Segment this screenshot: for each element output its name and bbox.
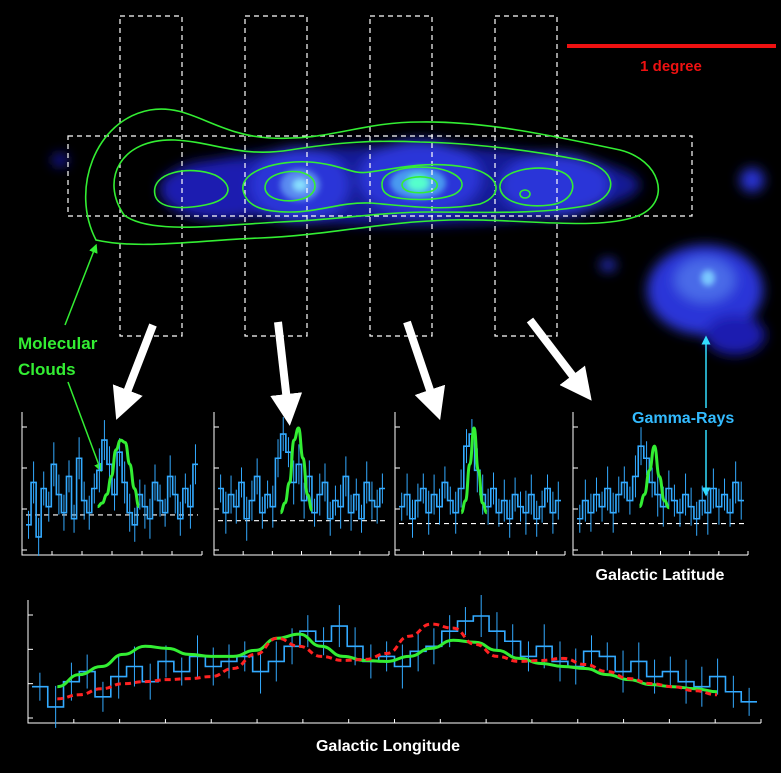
contour-inner-center-long [242, 160, 497, 213]
molecular-arrow-down [67, 381, 103, 473]
gamma-ray-histogram [218, 433, 385, 520]
latitude-slice-box-2 [244, 15, 308, 337]
contour-mid [113, 139, 612, 228]
molecular-arrow-up [64, 243, 98, 326]
arrow-slice-2 [270, 321, 303, 426]
contour-core-west [264, 170, 316, 202]
contour-outer [84, 108, 660, 246]
longitude-panel [27, 595, 762, 728]
molecular-cloud-profile [279, 426, 314, 515]
gamma-emission-blob-east [500, 153, 610, 217]
contour-east-core [519, 189, 531, 199]
analysis-regions [67, 15, 693, 337]
gamma-ray-histogram [26, 439, 198, 538]
latitude-panel-3 [394, 412, 566, 556]
gamma-rays-label: Gamma-Rays [632, 410, 734, 427]
gamma-emission-spot-small-3 [52, 154, 68, 166]
scale-bar-line [567, 44, 776, 48]
latitude-panel-2 [213, 412, 390, 556]
arrow-slice-3 [403, 320, 446, 421]
model-profile [57, 622, 718, 701]
contour-core-center-inner [401, 176, 439, 194]
molecular-cloud-profile [57, 632, 718, 694]
latitude-slice-box-1 [119, 15, 183, 337]
contour-inner-west-ring [153, 169, 229, 209]
molecular-cloud-contours [84, 108, 660, 246]
gamma-emission-spot-small-1 [600, 259, 616, 271]
contour-east-ring [499, 167, 574, 207]
latitude-slice-box-3 [369, 15, 433, 337]
galactic-longitude-label: Galactic Longitude [316, 738, 460, 755]
gamma-peak-west [293, 179, 307, 191]
contour-core-center [381, 166, 463, 201]
gamma-peak-center [407, 175, 429, 191]
molecular-cloud-profile [460, 426, 488, 515]
latitude-panel-1 [21, 412, 203, 556]
arrow-slice-4 [526, 317, 592, 401]
gamma-ray-histogram [577, 445, 744, 520]
arrow-slice-1 [112, 323, 157, 420]
scale-bar-label: 1 degree [640, 58, 702, 75]
latitude-panel-4 [572, 412, 749, 556]
galactic-latitude-label: Galactic Latitude [596, 567, 725, 584]
gamma-ray-map [52, 140, 765, 355]
molecular-clouds-label-line2: Clouds [18, 360, 76, 379]
gamma-emission-tail-right [705, 315, 765, 355]
gamma-peak-right-source [701, 270, 715, 286]
molecular-clouds-label-line1: Molecular [18, 334, 98, 353]
latitude-slice-box-4 [494, 15, 558, 337]
gamma-emission-spot-small-2 [740, 168, 764, 192]
molecular-cloud-profile [638, 444, 670, 510]
slice-arrows [112, 317, 592, 426]
longitude-strip-box [67, 135, 693, 217]
scale-bar: 1 degree [567, 44, 776, 75]
molecular-cloud-profile [97, 438, 141, 509]
annotations: Molecular Clouds Gamma-Rays [18, 243, 734, 497]
